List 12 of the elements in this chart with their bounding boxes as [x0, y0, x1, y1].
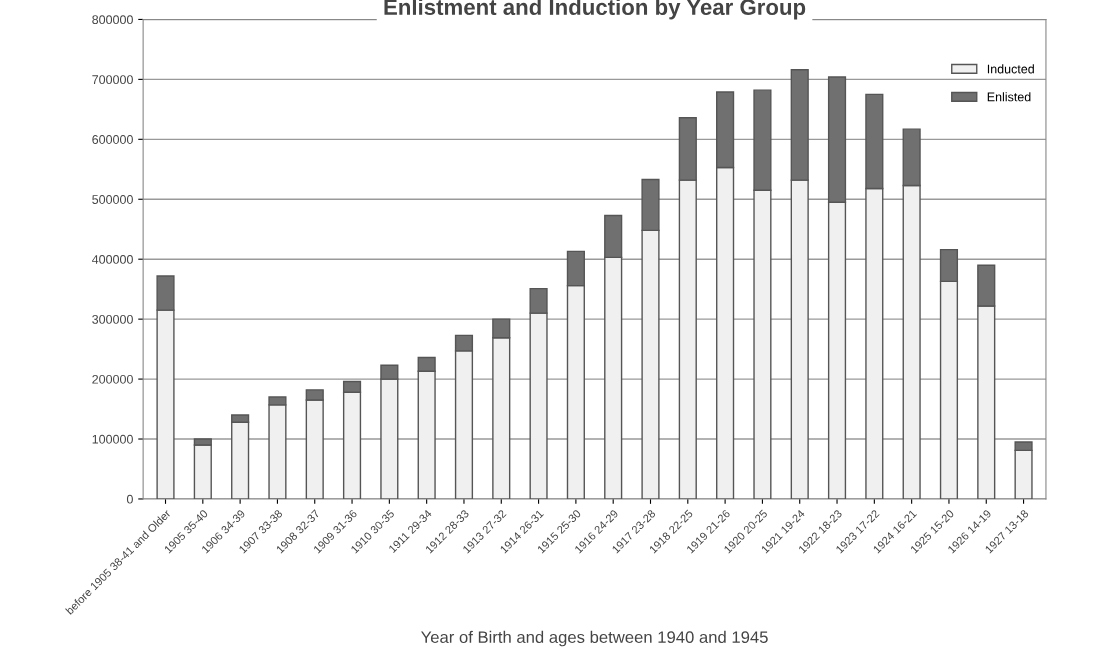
y-tick-label: 200000 [92, 374, 133, 384]
y-tick-label: 700000 [92, 75, 133, 85]
legend-label: Enlisted [987, 92, 1031, 102]
y-tick-label: 800000 [92, 15, 133, 25]
y-tick-label: 0 [126, 494, 133, 504]
legend-label: Inducted [987, 64, 1034, 74]
y-tick-label: 300000 [92, 314, 133, 324]
y-tick-label: 600000 [92, 135, 133, 144]
x-axis-title: Year of Birth and ages between 1940 and 1945 [421, 630, 768, 647]
y-tick-label: 400000 [91, 255, 133, 264]
y-tick-label: 500000 [92, 195, 133, 204]
y-tick-label: 100000 [92, 434, 133, 444]
